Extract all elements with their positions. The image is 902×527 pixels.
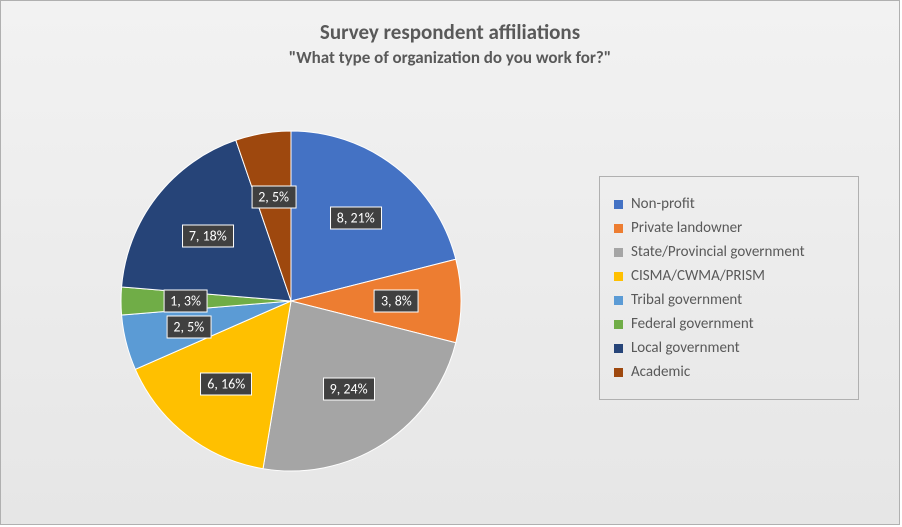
legend-swatch	[614, 296, 623, 305]
data-label: 3, 8%	[374, 290, 419, 313]
legend-item: Tribal government	[614, 291, 844, 309]
legend-label: CISMA/CWMA/PRISM	[631, 267, 765, 285]
legend-label: Private landowner	[631, 219, 742, 237]
legend-item: CISMA/CWMA/PRISM	[614, 267, 844, 285]
legend-label: State/Provincial government	[631, 243, 805, 261]
data-label: 7, 18%	[182, 225, 234, 248]
data-label: 2, 5%	[251, 186, 296, 209]
data-label: 6, 16%	[200, 373, 252, 396]
legend-swatch	[614, 224, 623, 233]
legend-swatch	[614, 200, 623, 209]
legend-item: Private landowner	[614, 219, 844, 237]
data-label: 1, 3%	[163, 290, 208, 313]
legend-item: Academic	[614, 363, 844, 381]
legend-swatch	[614, 344, 623, 353]
legend-swatch	[614, 320, 623, 329]
legend-swatch	[614, 272, 623, 281]
pie-chart: 8, 21%3, 8%9, 24%6, 16%2, 5%1, 3%7, 18%2…	[121, 131, 461, 471]
legend-item: Non-profit	[614, 195, 844, 213]
data-label: 9, 24%	[323, 378, 375, 401]
data-label: 2, 5%	[166, 315, 211, 338]
legend: Non-profit Private landowner State/Provinc…	[599, 176, 859, 400]
legend-item: State/Provincial government	[614, 243, 844, 261]
legend-swatch	[614, 368, 623, 377]
legend-label: Academic	[631, 363, 690, 381]
legend-item: Local government	[614, 339, 844, 357]
legend-item: Federal government	[614, 315, 844, 333]
legend-swatch	[614, 248, 623, 257]
chart-container: Survey respondent affiliations "What typ…	[0, 0, 900, 525]
legend-label: Federal government	[631, 315, 754, 333]
data-label: 8, 21%	[330, 206, 382, 229]
legend-label: Non-profit	[631, 195, 695, 213]
chart-subtitle: "What type of organization do you work f…	[1, 47, 899, 68]
legend-label: Tribal government	[631, 291, 742, 309]
legend-label: Local government	[631, 339, 740, 357]
chart-title: Survey respondent affiliations	[1, 19, 899, 45]
